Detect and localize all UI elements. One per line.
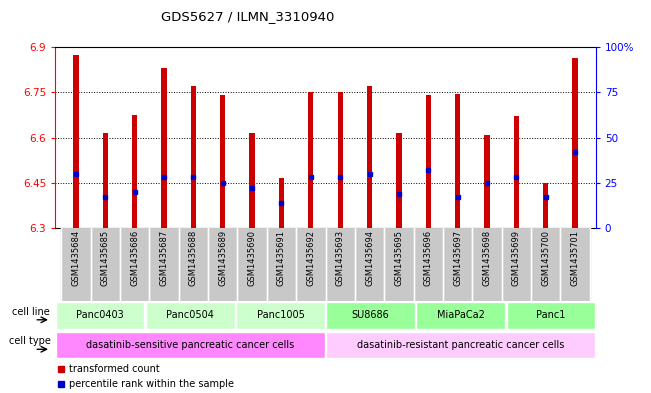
Bar: [146, 302, 234, 329]
Bar: [249, 133, 255, 228]
Bar: [90, 228, 120, 301]
Bar: [56, 332, 325, 358]
Text: GSM1435685: GSM1435685: [101, 230, 110, 286]
Text: GSM1435687: GSM1435687: [159, 230, 169, 286]
Bar: [337, 92, 343, 228]
Bar: [417, 302, 505, 329]
Bar: [326, 332, 595, 358]
Text: MiaPaCa2: MiaPaCa2: [437, 310, 484, 320]
Text: GSM1435691: GSM1435691: [277, 230, 286, 286]
Bar: [384, 228, 413, 301]
Text: Panc1005: Panc1005: [256, 310, 305, 320]
Text: GSM1435694: GSM1435694: [365, 230, 374, 286]
Bar: [396, 133, 402, 228]
Bar: [120, 228, 149, 301]
Bar: [572, 58, 577, 228]
Text: cell type: cell type: [10, 336, 51, 346]
Text: transformed count: transformed count: [69, 364, 159, 374]
Bar: [531, 228, 561, 301]
Bar: [443, 228, 473, 301]
Bar: [61, 228, 90, 301]
Bar: [132, 115, 137, 228]
Text: Panc0403: Panc0403: [76, 310, 124, 320]
Bar: [267, 228, 296, 301]
Text: dasatinib-sensitive pancreatic cancer cells: dasatinib-sensitive pancreatic cancer ce…: [87, 340, 294, 350]
Bar: [149, 228, 178, 301]
Text: GSM1435688: GSM1435688: [189, 230, 198, 286]
Bar: [455, 94, 460, 228]
Bar: [279, 178, 284, 228]
Bar: [326, 228, 355, 301]
Bar: [236, 302, 325, 329]
Bar: [426, 95, 431, 228]
Bar: [56, 302, 145, 329]
Bar: [208, 228, 238, 301]
Text: GSM1435697: GSM1435697: [453, 230, 462, 286]
Bar: [161, 68, 167, 228]
Text: GSM1435689: GSM1435689: [218, 230, 227, 286]
Bar: [220, 95, 225, 228]
Bar: [238, 228, 267, 301]
Text: GSM1435696: GSM1435696: [424, 230, 433, 286]
Text: GSM1435699: GSM1435699: [512, 230, 521, 286]
Bar: [326, 302, 415, 329]
Bar: [178, 228, 208, 301]
Text: GSM1435684: GSM1435684: [72, 230, 80, 286]
Bar: [413, 228, 443, 301]
Bar: [103, 133, 108, 228]
Text: GSM1435693: GSM1435693: [336, 230, 344, 286]
Text: GSM1435692: GSM1435692: [307, 230, 315, 286]
Bar: [514, 116, 519, 228]
Text: GSM1435700: GSM1435700: [541, 230, 550, 286]
Text: GDS5627 / ILMN_3310940: GDS5627 / ILMN_3310940: [161, 10, 334, 23]
Bar: [502, 228, 531, 301]
Text: GSM1435695: GSM1435695: [395, 230, 404, 286]
Bar: [484, 134, 490, 228]
Bar: [543, 183, 548, 228]
Text: cell line: cell line: [12, 307, 49, 317]
Text: Panc1: Panc1: [536, 310, 565, 320]
Bar: [191, 86, 196, 228]
Bar: [296, 228, 326, 301]
Bar: [506, 302, 595, 329]
Text: percentile rank within the sample: percentile rank within the sample: [69, 378, 234, 389]
Text: dasatinib-resistant pancreatic cancer cells: dasatinib-resistant pancreatic cancer ce…: [357, 340, 564, 350]
Bar: [561, 228, 590, 301]
Text: SU8686: SU8686: [352, 310, 389, 320]
Text: GSM1435701: GSM1435701: [571, 230, 579, 286]
Bar: [74, 55, 79, 228]
Bar: [355, 228, 384, 301]
Bar: [308, 92, 314, 228]
Bar: [473, 228, 502, 301]
Text: GSM1435698: GSM1435698: [482, 230, 492, 286]
Text: Panc0504: Panc0504: [167, 310, 214, 320]
Text: GSM1435690: GSM1435690: [247, 230, 256, 286]
Text: GSM1435686: GSM1435686: [130, 230, 139, 286]
Bar: [367, 86, 372, 228]
